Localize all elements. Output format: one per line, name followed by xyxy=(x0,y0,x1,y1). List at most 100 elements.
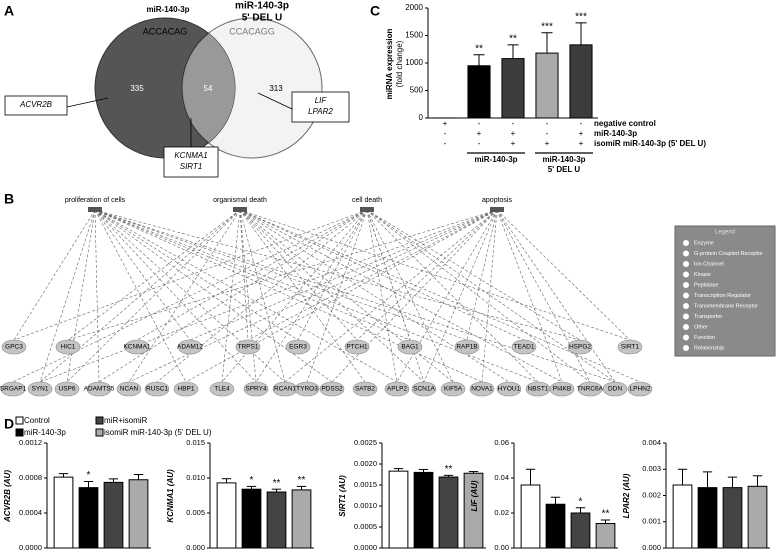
y-tick-label: 0.000 xyxy=(642,543,661,552)
panel-label: C xyxy=(370,3,380,19)
error-bar xyxy=(133,474,144,480)
gene-node xyxy=(1,339,27,355)
legend-title: Legend xyxy=(715,230,735,236)
legend-swatch xyxy=(15,416,24,425)
significance: ** xyxy=(445,464,453,475)
gene-node xyxy=(627,381,653,397)
error-bar xyxy=(575,22,587,45)
network-edge xyxy=(94,209,398,383)
gene-node xyxy=(294,381,320,397)
bar xyxy=(103,481,124,549)
legend-icon xyxy=(683,303,689,309)
gene-node xyxy=(511,339,537,355)
bar xyxy=(697,487,718,549)
gene-label: LPHN2 xyxy=(630,386,651,393)
network-edge xyxy=(13,209,368,341)
bar xyxy=(241,488,262,549)
network-edge xyxy=(12,209,368,383)
y-tick-label: 500 xyxy=(410,86,424,95)
network-edge xyxy=(239,209,454,383)
venn-right-title: miR-140-3p xyxy=(235,1,289,12)
y-tick-label: 0.0004 xyxy=(19,508,42,517)
significance: ** xyxy=(475,43,483,54)
error-bar xyxy=(108,478,119,483)
gene-label: HYOU1 xyxy=(498,386,521,393)
gene-node xyxy=(0,381,26,397)
venn-count: 54 xyxy=(204,84,213,93)
condition-mark: + xyxy=(579,129,584,138)
gene-label: TEAD1 xyxy=(514,344,535,351)
network-edge xyxy=(239,209,631,341)
y-tick-label: 2000 xyxy=(405,3,423,12)
gene-label: PTCH1 xyxy=(346,344,368,351)
error-bar xyxy=(296,485,307,490)
network-edge xyxy=(185,209,498,383)
gene-node xyxy=(549,381,575,397)
network-edge xyxy=(94,209,100,383)
legend-item: Other xyxy=(694,324,708,330)
bar xyxy=(467,65,491,119)
legend-item: Ion Channel xyxy=(694,261,724,267)
y-axis-label: SIRT1 (AU) xyxy=(338,475,347,517)
gene-label: RUSC1 xyxy=(146,386,168,393)
network-edge xyxy=(221,209,368,383)
legend-item: G-protein Coupled Receptor xyxy=(694,251,763,257)
gene-node xyxy=(235,339,261,355)
bar xyxy=(78,487,99,549)
gene-node xyxy=(144,381,170,397)
network-legend-box xyxy=(674,225,776,357)
network-edge xyxy=(239,209,286,383)
network-edge xyxy=(496,209,591,383)
error-bar xyxy=(393,468,404,472)
error-bar xyxy=(550,496,561,505)
function-label: cell death xyxy=(352,197,382,204)
gene-label: HBP1 xyxy=(178,386,195,393)
gene-label: TNRC6A xyxy=(577,386,604,393)
gene-node xyxy=(124,339,150,355)
bar xyxy=(722,487,743,549)
condition-name: miR-140-3p xyxy=(594,129,637,138)
error-bar xyxy=(752,475,763,487)
gene-label: HSPG2 xyxy=(569,344,591,351)
condition-name: isomiR miR-140-3p (5' DEL U) xyxy=(594,139,706,148)
y-tick-label: 1500 xyxy=(405,31,423,40)
y-tick-label: 0.0008 xyxy=(19,473,42,482)
gene-label: TLE4 xyxy=(214,386,230,393)
gene-label: ADAMTS5 xyxy=(84,386,115,393)
network-edge xyxy=(239,209,510,383)
error-bar xyxy=(83,481,94,488)
network-edge xyxy=(98,209,368,383)
condition-mark: + xyxy=(545,139,550,148)
network-edge xyxy=(239,209,563,383)
function-node xyxy=(360,207,374,212)
error-bar xyxy=(473,54,485,66)
network-edge xyxy=(94,209,468,341)
network-edge xyxy=(496,209,631,341)
network-edge xyxy=(255,209,368,383)
bar xyxy=(53,476,74,549)
network-edge xyxy=(239,209,366,383)
venn-count: 313 xyxy=(269,84,283,93)
gene-node xyxy=(567,339,593,355)
gene-label: ADAM12 xyxy=(177,344,203,351)
callout-box xyxy=(163,146,219,178)
group-label: miR-140-3p xyxy=(542,155,585,164)
gene-label: NCAN xyxy=(120,386,139,393)
function-label: organismal death xyxy=(213,197,267,204)
bar xyxy=(520,484,541,549)
gene-label: EGR3 xyxy=(289,344,307,351)
network-edge xyxy=(239,209,358,341)
condition-mark: - xyxy=(478,119,481,128)
network-edge xyxy=(128,209,241,383)
callout-line xyxy=(257,92,293,110)
network-edge xyxy=(39,209,241,383)
y-tick-label: 1000 xyxy=(405,58,423,67)
network-edge xyxy=(423,209,498,383)
condition-mark: + xyxy=(579,139,584,148)
gene-node xyxy=(285,339,311,355)
y-tick-label: 0.004 xyxy=(642,438,661,447)
network-edge xyxy=(284,209,498,383)
callout-box xyxy=(291,91,350,123)
gene-label: NOVA1 xyxy=(471,386,493,393)
legend-label: isomiR miR-140-3p (5' DEL U) xyxy=(104,428,212,437)
